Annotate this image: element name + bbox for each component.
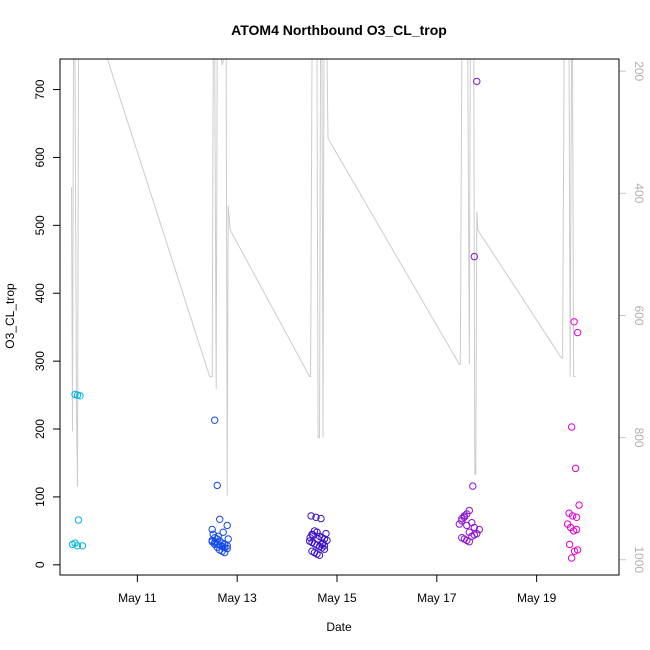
data-point	[209, 530, 217, 538]
data-point	[570, 318, 578, 326]
right-tick-label: 200	[632, 61, 646, 81]
data-point	[208, 525, 216, 534]
data-point	[71, 539, 79, 547]
right-tick-label: 800	[632, 428, 646, 448]
data-point	[465, 528, 473, 536]
data-point	[76, 392, 84, 400]
right-tick-label: 400	[632, 183, 646, 203]
data-point	[460, 512, 468, 520]
pressure-line	[71, 59, 576, 496]
y-tick-label: 100	[33, 487, 47, 507]
data-point	[573, 328, 582, 337]
data-point	[315, 551, 324, 559]
y-tick-label: 400	[33, 283, 47, 303]
data-point	[213, 481, 221, 490]
x-tick-label: May 17	[417, 591, 457, 605]
y-tick-label: 500	[33, 215, 47, 235]
x-tick-label: May 15	[317, 591, 357, 605]
data-point	[473, 77, 481, 86]
y-tick-label: 300	[33, 351, 47, 371]
y-tick-label: 200	[33, 419, 47, 439]
y-tick-label: 600	[33, 147, 47, 167]
data-point	[322, 529, 330, 538]
x-tick-label: May 19	[517, 591, 557, 605]
data-point	[470, 252, 478, 261]
chart-title: ATOM4 Northbound O3_CL_trop	[231, 22, 447, 38]
data-point	[74, 516, 83, 524]
data-point	[575, 501, 583, 509]
data-point	[567, 423, 576, 431]
data-point	[568, 512, 577, 520]
data-point	[211, 416, 219, 424]
data-point	[223, 542, 231, 550]
data-point	[465, 506, 473, 515]
data-point	[314, 535, 322, 543]
data-point	[572, 525, 581, 534]
data-point	[567, 554, 576, 562]
pressure-line-layer	[71, 59, 576, 496]
points-layer	[68, 77, 583, 562]
data-point	[319, 539, 327, 547]
data-point	[78, 542, 87, 550]
x-tick-label: May 11	[118, 591, 157, 605]
data-point	[216, 515, 224, 523]
axes-layer: 0 100 200 300 400 500 600 700 May 11 May 13 May 15…	[33, 61, 646, 605]
plot-frame	[59, 58, 620, 576]
y-axis-title: O3_CL_trop	[3, 283, 17, 349]
data-point	[565, 540, 574, 549]
right-tick-label: 600	[632, 305, 646, 325]
data-point	[469, 482, 477, 490]
y-tick-label: 700	[33, 79, 47, 99]
right-tick-label: 1000	[632, 546, 646, 573]
data-point	[470, 523, 478, 532]
data-point	[306, 534, 314, 542]
data-point	[463, 521, 471, 530]
x-axis-title: Date	[326, 620, 352, 634]
data-point	[219, 528, 227, 536]
x-tick-label: May 13	[218, 591, 258, 605]
data-point	[224, 535, 232, 543]
data-point	[307, 512, 315, 520]
y-tick-label: 0	[33, 561, 47, 568]
data-point	[221, 548, 229, 557]
data-point	[475, 525, 483, 534]
data-point	[312, 513, 320, 521]
data-point	[572, 513, 581, 521]
data-point	[571, 464, 580, 473]
data-point	[317, 514, 325, 523]
data-point	[473, 529, 481, 538]
data-point	[214, 532, 222, 540]
data-point	[223, 521, 231, 530]
data-point	[573, 546, 582, 554]
